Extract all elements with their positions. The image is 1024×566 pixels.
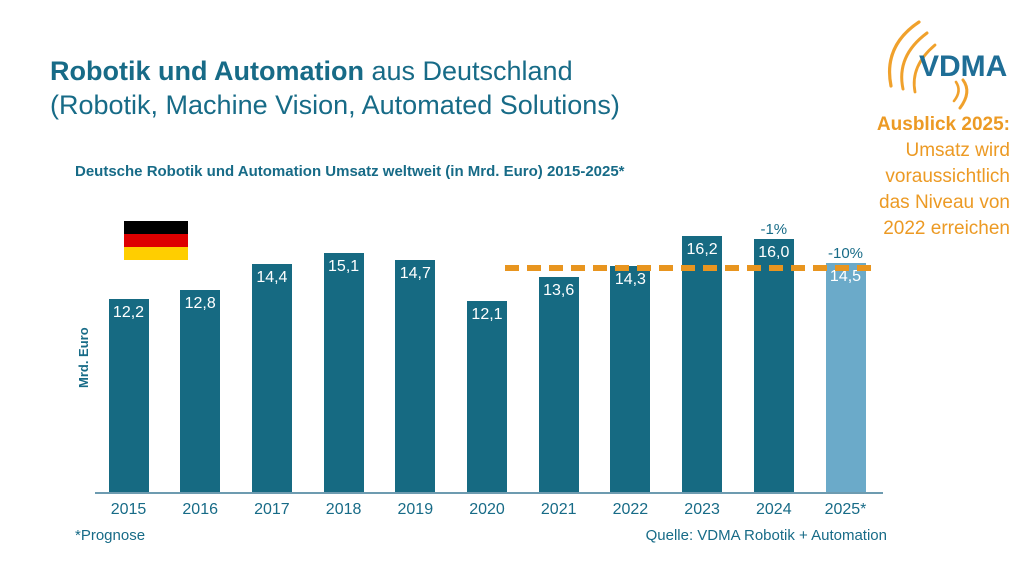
footnote-prognose: *Prognose: [75, 527, 146, 544]
flag-stripe-gold: [124, 247, 188, 260]
title-rest: aus Deutschland: [363, 56, 573, 86]
germany-flag-icon: [124, 221, 188, 260]
vdma-logo-arcs: [888, 20, 969, 110]
x-tick-2023: 2023: [684, 501, 720, 518]
annotation-2025: -10%: [827, 244, 864, 262]
bar-value-label: 13,6: [543, 282, 575, 300]
vdma-logo: VDMA: [888, 20, 1007, 110]
flag-stripe-red: [124, 234, 188, 247]
bar-2015: 12,2: [108, 299, 149, 492]
bar-value-label: 16,0: [758, 244, 790, 262]
x-axis-line: [95, 492, 883, 494]
chart-title: Deutsche Robotik und Automation Umsatz w…: [75, 163, 625, 180]
bar-value-label: 15,1: [328, 258, 360, 276]
x-tick-2024: 2024: [756, 501, 792, 518]
bar-value-label: 14,3: [614, 271, 646, 289]
x-tick-2018: 2018: [325, 501, 362, 518]
bar-2024: 16,0: [753, 239, 794, 492]
x-tick-2016: 2016: [182, 501, 218, 518]
x-tick-2015: 2015: [110, 501, 147, 518]
page-title: Robotik und Automation aus Deutschland (…: [50, 54, 620, 122]
outlook-callout: Ausblick 2025: Umsatz wird voraussichtli…: [760, 112, 1010, 242]
x-tick-2020: 2020: [469, 501, 505, 518]
callout-heading: Ausblick 2025:: [876, 114, 1010, 135]
callout-line: 2022 erreichen: [883, 218, 1010, 239]
bar-2017: 14,4: [251, 264, 292, 492]
x-tick-2021: 2021: [540, 501, 577, 518]
flag-stripe-black: [124, 221, 188, 234]
bar-value-label: 14,4: [256, 269, 288, 287]
bar-2018: 15,1: [323, 253, 364, 492]
bar-2020: 12,1: [467, 300, 507, 492]
annotation-2024: -1%: [760, 221, 788, 239]
vdma-logo-text: VDMA: [919, 50, 1007, 83]
title-line1: Robotik und Automation aus Deutschland: [50, 54, 620, 88]
callout-line: voraussichtlich: [885, 166, 1010, 187]
title-bold: Robotik und Automation: [50, 56, 364, 86]
bar-2021: 13,6: [538, 277, 579, 492]
reference-dashed-line: [505, 265, 874, 271]
x-tick-2017: 2017: [254, 501, 290, 518]
x-tick-2022: 2022: [612, 501, 649, 518]
bar-value-label: 12,2: [112, 304, 145, 322]
source-note: Quelle: VDMA Robotik + Automation: [645, 527, 887, 544]
bar-2019: 14,7: [395, 259, 436, 492]
callout-line: Umsatz wird: [905, 140, 1010, 161]
x-tick-2025: 2025*: [824, 501, 867, 518]
bar-value-label: 12,8: [184, 294, 216, 312]
callout-line: das Niveau von: [879, 192, 1010, 213]
bar-2016: 12,8: [180, 289, 221, 492]
bar-2025: 14,5: [825, 262, 866, 492]
bar-value-label: 14,5: [829, 267, 862, 285]
title-line2: (Robotik, Machine Vision, Automated Solu…: [50, 90, 620, 120]
bar-value-label: 16,2: [686, 241, 718, 259]
bar-2023: 16,2: [682, 236, 723, 492]
bar-value-label: 14,7: [399, 264, 431, 282]
bar-value-label: 12,1: [471, 305, 503, 323]
bar-2022: 14,3: [610, 266, 651, 492]
x-tick-2019: 2019: [397, 501, 434, 518]
